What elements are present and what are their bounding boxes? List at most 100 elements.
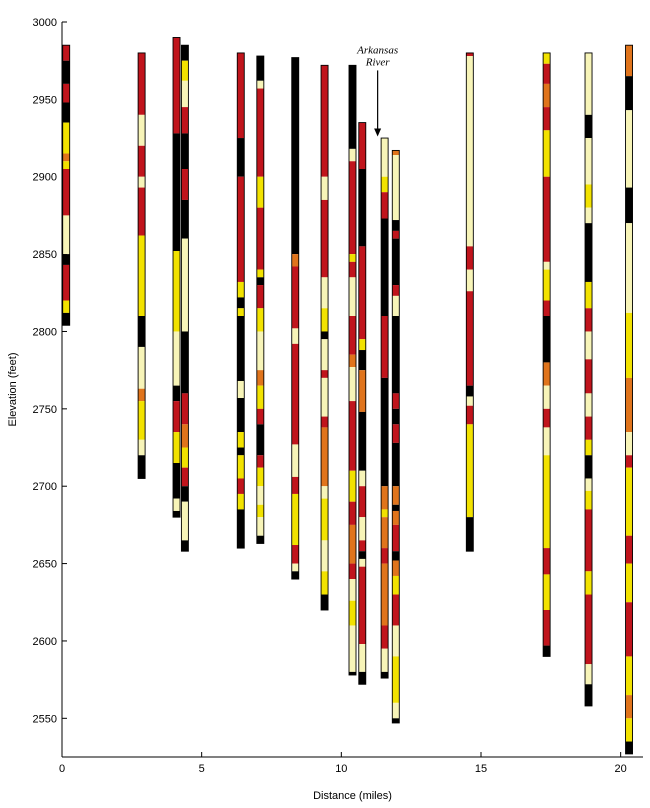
well-layer — [291, 266, 299, 329]
well-layer — [625, 432, 633, 456]
well-layer — [625, 110, 633, 188]
well-outline — [358, 122, 367, 685]
well-layer — [173, 331, 181, 386]
well-layer — [321, 427, 329, 487]
well-outline — [625, 44, 633, 755]
well-layer — [381, 486, 389, 510]
well-layer — [392, 575, 400, 595]
well-layer — [585, 308, 593, 332]
well-layer — [625, 695, 633, 719]
well-layer — [543, 316, 551, 363]
well-layer — [392, 238, 400, 286]
well-layer — [625, 455, 633, 468]
well-outline — [236, 52, 245, 549]
well-column — [584, 52, 593, 707]
well-layer — [625, 602, 633, 657]
well-layer — [291, 563, 299, 572]
y-axis-title: Elevation (feet) — [7, 353, 19, 427]
well-layer — [62, 60, 70, 84]
well-layer — [237, 281, 245, 298]
y-tick-label: 2700 — [33, 481, 57, 493]
well-layer — [392, 625, 400, 657]
well-layer — [349, 470, 356, 502]
y-tick-label: 2800 — [33, 326, 57, 338]
annotation-line-2: River — [365, 56, 391, 68]
well-layer — [543, 574, 551, 610]
well-layer — [321, 594, 329, 610]
well-layer — [625, 76, 633, 111]
x-tick-label: 5 — [199, 763, 205, 775]
well-layer — [585, 684, 593, 706]
well-layer — [138, 145, 146, 177]
well-column — [380, 137, 389, 679]
well-layer — [321, 308, 329, 332]
well-layer — [381, 192, 389, 219]
well-layer — [381, 625, 389, 649]
x-axis-title: Distance (miles) — [313, 790, 392, 802]
well-layer — [392, 442, 400, 487]
well-layer — [466, 246, 474, 270]
well-layer — [173, 498, 181, 511]
well-layer — [321, 540, 329, 572]
well-outline — [348, 64, 357, 676]
well-layer — [62, 215, 70, 255]
well-layer — [392, 702, 400, 719]
y-axis-ticks: 2550 2600 2650 2700 2750 2800 2850 2900 2950 3000 — [33, 17, 67, 725]
well-layer — [625, 467, 633, 536]
well-layer — [585, 594, 593, 665]
well-layer — [349, 563, 356, 580]
well-outline — [542, 52, 551, 657]
well-layer — [392, 718, 400, 723]
well-layer — [237, 316, 245, 381]
well-layer — [173, 510, 181, 518]
well-layer — [392, 560, 400, 576]
well-layer — [237, 398, 245, 433]
well-layer — [237, 447, 245, 456]
well-layer — [237, 455, 245, 479]
well-layer — [138, 187, 146, 236]
well-layer — [585, 52, 593, 115]
well-layer — [349, 600, 356, 626]
well-layer — [392, 504, 400, 511]
well-layer — [358, 558, 366, 567]
well-layer — [256, 370, 264, 386]
well-layer — [392, 393, 400, 409]
well-layer — [138, 401, 146, 440]
well-layer — [625, 312, 633, 378]
well-layer — [181, 447, 189, 468]
well-layer — [291, 545, 299, 564]
well-layer — [543, 63, 551, 84]
well-layer — [349, 367, 356, 402]
well-layer — [237, 176, 245, 282]
well-layer — [381, 509, 389, 518]
well-outline — [180, 44, 189, 552]
well-layer — [349, 254, 356, 262]
well-layer — [256, 285, 264, 309]
well-outline — [291, 57, 300, 580]
well-layer — [466, 269, 474, 292]
well-layer — [625, 656, 633, 696]
well-layer — [543, 300, 551, 316]
well-outline — [137, 52, 146, 479]
well-layer — [256, 308, 264, 332]
well-layer — [256, 408, 264, 425]
well-column — [291, 57, 300, 580]
well-layer — [138, 346, 146, 389]
well-layer — [321, 277, 329, 309]
well-layer — [392, 510, 400, 525]
well-layer — [256, 277, 264, 286]
well-layer — [358, 486, 366, 518]
well-column — [236, 52, 245, 549]
y-tick-label: 2650 — [33, 559, 57, 571]
well-layer — [173, 432, 181, 463]
well-columns — [62, 37, 633, 755]
well-layer — [237, 432, 245, 448]
well-layer — [256, 88, 264, 177]
well-layer — [585, 114, 593, 139]
well-layer — [138, 455, 146, 479]
well-layer — [349, 354, 356, 368]
well-layer — [381, 517, 389, 549]
well-layer — [392, 424, 400, 443]
well-layer — [321, 65, 329, 177]
